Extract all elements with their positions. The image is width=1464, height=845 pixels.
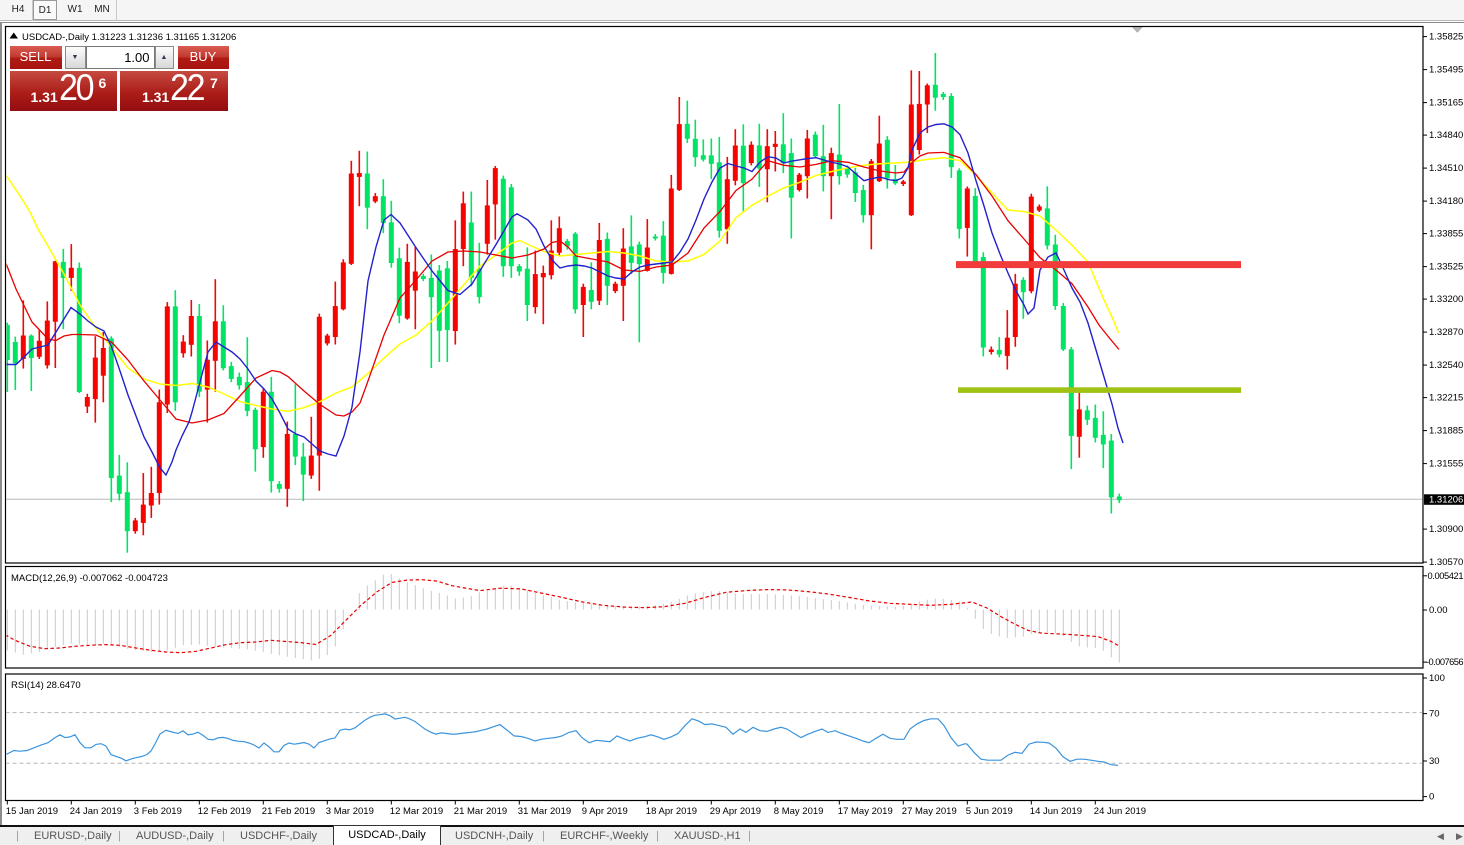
- svg-text:0.00: 0.00: [1429, 605, 1448, 616]
- svg-text:USDCAD-,Daily 1.31223 1.31236: USDCAD-,Daily 1.31223 1.31236 1.31165 1.…: [22, 32, 236, 43]
- svg-text:1.31555: 1.31555: [1429, 459, 1463, 470]
- svg-text:1.35495: 1.35495: [1429, 65, 1463, 76]
- svg-text:70: 70: [1429, 709, 1440, 720]
- svg-text:MACD(12,26,9) -0.007062 -0.004: MACD(12,26,9) -0.007062 -0.004723: [11, 573, 168, 584]
- svg-text:3 Feb 2019: 3 Feb 2019: [134, 806, 182, 817]
- svg-text:1.33200: 1.33200: [1429, 294, 1463, 305]
- svg-text:31 Mar 2019: 31 Mar 2019: [518, 806, 571, 817]
- svg-text:1.34510: 1.34510: [1429, 163, 1463, 174]
- svg-text:0: 0: [1429, 792, 1434, 803]
- svg-text:1.35165: 1.35165: [1429, 98, 1463, 109]
- svg-text:3 Mar 2019: 3 Mar 2019: [326, 806, 374, 817]
- svg-text:24 Jan 2019: 24 Jan 2019: [70, 806, 122, 817]
- svg-text:100: 100: [1429, 673, 1445, 684]
- svg-text:18 Apr 2019: 18 Apr 2019: [646, 806, 697, 817]
- svg-text:5 Jun 2019: 5 Jun 2019: [966, 806, 1013, 817]
- svg-text:RSI(14) 28.6470: RSI(14) 28.6470: [11, 680, 81, 691]
- svg-text:27 May 2019: 27 May 2019: [902, 806, 957, 817]
- svg-text:24 Jun 2019: 24 Jun 2019: [1094, 806, 1146, 817]
- svg-text:1.35825: 1.35825: [1429, 32, 1463, 43]
- svg-text:12 Feb 2019: 12 Feb 2019: [198, 806, 251, 817]
- svg-text:1.32215: 1.32215: [1429, 393, 1463, 404]
- svg-text:1.32540: 1.32540: [1429, 360, 1463, 371]
- svg-text:1.34180: 1.34180: [1429, 196, 1463, 207]
- svg-text:1.33525: 1.33525: [1429, 262, 1463, 273]
- svg-text:1.34840: 1.34840: [1429, 130, 1463, 141]
- svg-text:1.32870: 1.32870: [1429, 327, 1463, 338]
- svg-text:1.30900: 1.30900: [1429, 524, 1463, 535]
- svg-text:30: 30: [1429, 756, 1440, 767]
- svg-text:9 Apr 2019: 9 Apr 2019: [582, 806, 628, 817]
- svg-text:1.31885: 1.31885: [1429, 426, 1463, 437]
- svg-text:14 Jun 2019: 14 Jun 2019: [1030, 806, 1082, 817]
- svg-text:12 Mar 2019: 12 Mar 2019: [390, 806, 443, 817]
- svg-text:0.005421: 0.005421: [1428, 571, 1464, 581]
- svg-text:-0.007656: -0.007656: [1426, 657, 1464, 667]
- svg-text:1.30570: 1.30570: [1429, 557, 1463, 568]
- svg-text:1.33855: 1.33855: [1429, 229, 1463, 240]
- svg-text:21 Feb 2019: 21 Feb 2019: [262, 806, 315, 817]
- svg-text:15 Jan 2019: 15 Jan 2019: [6, 806, 58, 817]
- svg-text:17 May 2019: 17 May 2019: [838, 806, 893, 817]
- svg-text:1.31206: 1.31206: [1429, 494, 1463, 505]
- svg-text:21 Mar 2019: 21 Mar 2019: [454, 806, 507, 817]
- svg-text:29 Apr 2019: 29 Apr 2019: [710, 806, 761, 817]
- svg-text:8 May 2019: 8 May 2019: [774, 806, 824, 817]
